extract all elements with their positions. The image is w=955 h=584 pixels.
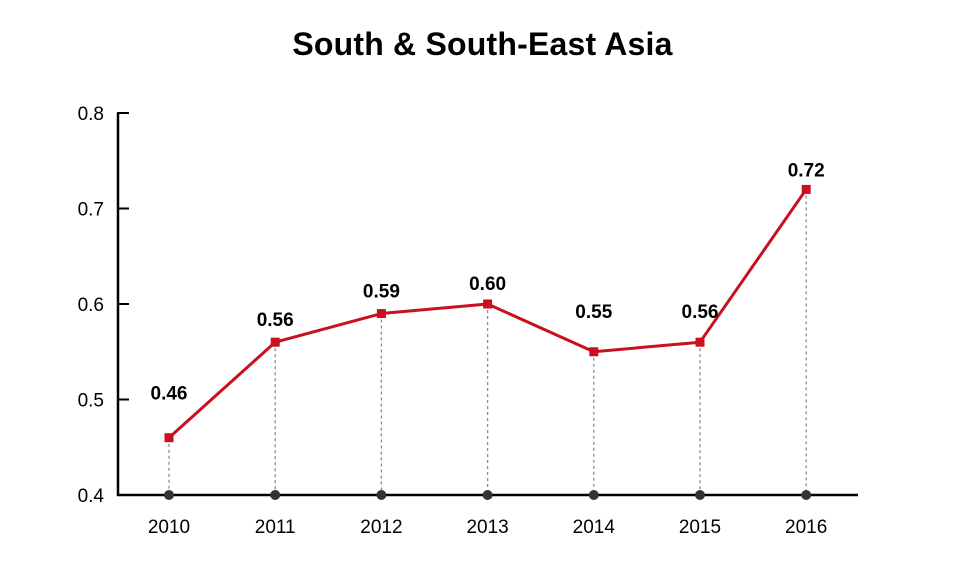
data-label: 0.56 — [257, 310, 294, 331]
data-labels: 0.46 0.56 0.59 0.60 0.55 0.56 0.72 — [151, 160, 825, 404]
x-tick-label: 2011 — [255, 517, 296, 538]
data-point — [801, 184, 811, 194]
x-tick-label: 2012 — [360, 517, 402, 538]
data-points — [164, 184, 811, 443]
x-axis-marker — [270, 490, 281, 500]
data-point — [695, 337, 705, 347]
x-axis-marker — [482, 490, 493, 500]
data-point — [483, 299, 493, 309]
x-axis-marker — [164, 490, 174, 500]
y-tick-label: 0.4 — [78, 486, 105, 507]
data-point — [270, 337, 280, 347]
chart-title: South & South-East Asia — [292, 26, 673, 62]
y-tick-label: 0.8 — [78, 104, 104, 125]
data-label: 0.56 — [682, 302, 719, 323]
data-point — [589, 347, 599, 357]
x-tick-label: 2013 — [466, 517, 508, 538]
base-markers — [164, 490, 812, 500]
data-label: 0.60 — [469, 274, 506, 295]
data-label: 0.46 — [151, 384, 188, 405]
y-tick-label: 0.5 — [78, 391, 104, 412]
data-label: 0.72 — [788, 160, 825, 181]
data-label: 0.55 — [575, 302, 612, 323]
data-point — [164, 433, 174, 443]
x-tick-label: 2014 — [573, 517, 616, 538]
y-axis-ticks: 0.4 0.5 0.6 0.7 0.8 — [78, 104, 129, 507]
data-label: 0.59 — [363, 282, 400, 303]
x-axis-ticks: 2010 2011 2012 2013 2014 2015 2016 — [148, 517, 827, 538]
x-tick-label: 2016 — [785, 517, 827, 538]
x-axis-marker — [801, 490, 812, 500]
y-tick-label: 0.7 — [78, 200, 104, 221]
x-axis-marker — [695, 490, 705, 500]
drop-lines — [168, 189, 807, 495]
x-axis-marker — [376, 490, 387, 500]
data-point — [376, 309, 386, 319]
x-tick-label: 2015 — [679, 517, 721, 538]
y-tick-label: 0.6 — [78, 295, 104, 316]
x-tick-label: 2010 — [148, 517, 190, 538]
x-axis-marker — [588, 490, 599, 500]
